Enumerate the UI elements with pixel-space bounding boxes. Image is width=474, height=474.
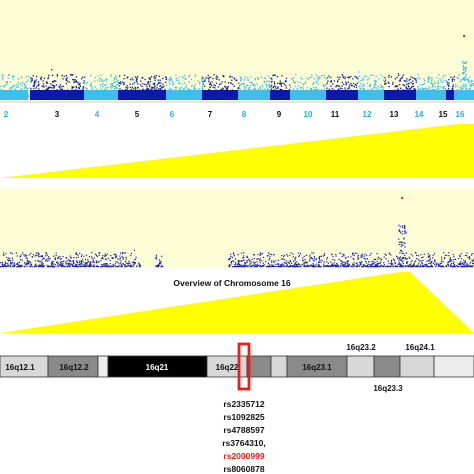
snp-item: rs2000999	[223, 451, 264, 461]
chromosome-ideogram: 16q12.1 16q12.2 16q21 16q22 16q23.1 16q2…	[0, 343, 474, 393]
snp-item: rs8060878	[223, 464, 264, 474]
chromosome-label: 15	[439, 110, 448, 119]
chromosome-label: 12	[363, 110, 372, 119]
band-spacer-4	[347, 356, 374, 377]
chromosome-label: 5	[135, 110, 140, 119]
snp-item: rs3764310,	[222, 438, 266, 448]
manhattan-panel	[0, 0, 474, 102]
chr16-top-hit-point	[401, 197, 403, 199]
chromosome-label: 2	[4, 110, 9, 119]
snp-list: rs2335712 rs1092825 rs4788597 rs3764310,…	[222, 399, 266, 474]
band-16q23-3	[374, 356, 400, 377]
band-16q23-1-label: 16q23.1	[302, 363, 332, 372]
snp-item: rs1092825	[223, 412, 264, 422]
chromosome-label: 11	[331, 110, 340, 119]
band-16q21-label: 16q21	[146, 363, 169, 372]
chromosome-label: 14	[415, 110, 424, 119]
snp-item: rs4788597	[223, 425, 264, 435]
band-label-16q23-2: 16q23.2	[346, 343, 376, 352]
chromosome-label: 7	[208, 110, 213, 119]
band-16q12-1-label: 16q12.1	[5, 363, 35, 372]
chromosome-label: 4	[95, 110, 100, 119]
band-16q22-label: 16q22	[216, 363, 239, 372]
band-spacer-3	[271, 356, 287, 377]
chromosome-label: 9	[277, 110, 282, 119]
band-16q12-2-label: 16q12.2	[59, 363, 89, 372]
band-16q24-1	[400, 356, 434, 377]
chromosome-label: 13	[390, 110, 399, 119]
chromosome-label: 16	[456, 110, 465, 119]
band-spacer-2	[247, 356, 271, 377]
top-hit-point	[463, 35, 465, 37]
band-label-16q24-1: 16q24.1	[405, 343, 435, 352]
chromosome-label: 8	[242, 110, 247, 119]
chromosome-label: 6	[170, 110, 175, 119]
band-spacer-5	[434, 356, 474, 377]
chromosome16-title: Overview of Chromosome 16	[173, 278, 290, 288]
snp-item: rs2335712	[223, 399, 264, 409]
chromosome-label: 10	[304, 110, 313, 119]
zoom-wedge-genome-to-chr16	[0, 124, 474, 178]
band-label-16q23-3: 16q23.3	[373, 384, 403, 393]
chromosome-labels: 2 3 4 5 6 7 8 9 10 11 12 13 14 15 16	[4, 110, 465, 119]
chromosome-label: 3	[55, 110, 60, 119]
band-spacer-1	[98, 356, 108, 377]
